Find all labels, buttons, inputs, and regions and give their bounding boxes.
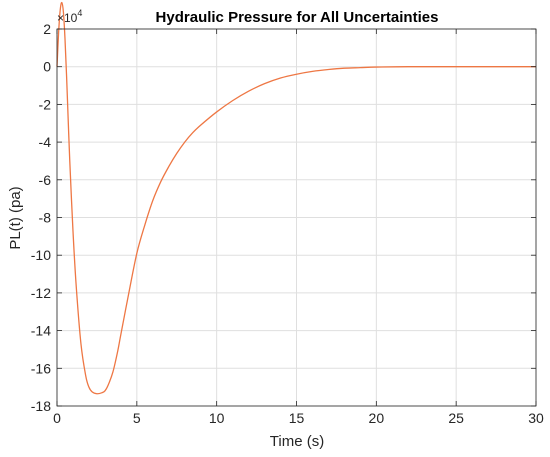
x-tick-label: 20 — [369, 410, 385, 426]
x-tick-labels: 0 5 10 15 20 25 30 — [53, 410, 544, 426]
pressure-series-line — [56, 1, 536, 395]
x-axis-label: Time (s) — [270, 433, 324, 450]
y-tick-labels: 2 0 -2 -4 -6 -8 -10 -12 -14 -16 -18 — [31, 21, 51, 414]
y-axis-label: PL(t) (pa) — [7, 186, 24, 249]
ticks — [56, 28, 537, 407]
x-tick-label: 30 — [528, 410, 544, 426]
y-tick-label: -12 — [31, 285, 51, 301]
series-layer — [56, 1, 536, 395]
y-tick-label: -10 — [31, 247, 51, 263]
y-exponent-power: 4 — [77, 8, 82, 18]
y-tick-label: 2 — [43, 21, 51, 37]
x-tick-label: 15 — [289, 410, 305, 426]
y-tick-label: -6 — [39, 172, 52, 188]
y-tick-label: 0 — [43, 59, 51, 75]
y-tick-label: -18 — [31, 398, 51, 414]
y-tick-label: -16 — [31, 360, 51, 376]
y-tick-label: -2 — [39, 96, 52, 112]
chart-title: Hydraulic Pressure for All Uncertainties — [156, 9, 439, 26]
x-tick-label: 10 — [209, 410, 225, 426]
x-tick-label: 0 — [53, 410, 61, 426]
y-tick-label: -4 — [39, 134, 52, 150]
x-tick-label: 25 — [448, 410, 464, 426]
y-tick-label: -14 — [31, 323, 51, 339]
x-tick-label: 5 — [133, 410, 141, 426]
y-exponent-label: ×104 — [57, 8, 82, 25]
y-exponent-base: ×10 — [57, 11, 78, 25]
y-tick-label: -8 — [39, 210, 52, 226]
